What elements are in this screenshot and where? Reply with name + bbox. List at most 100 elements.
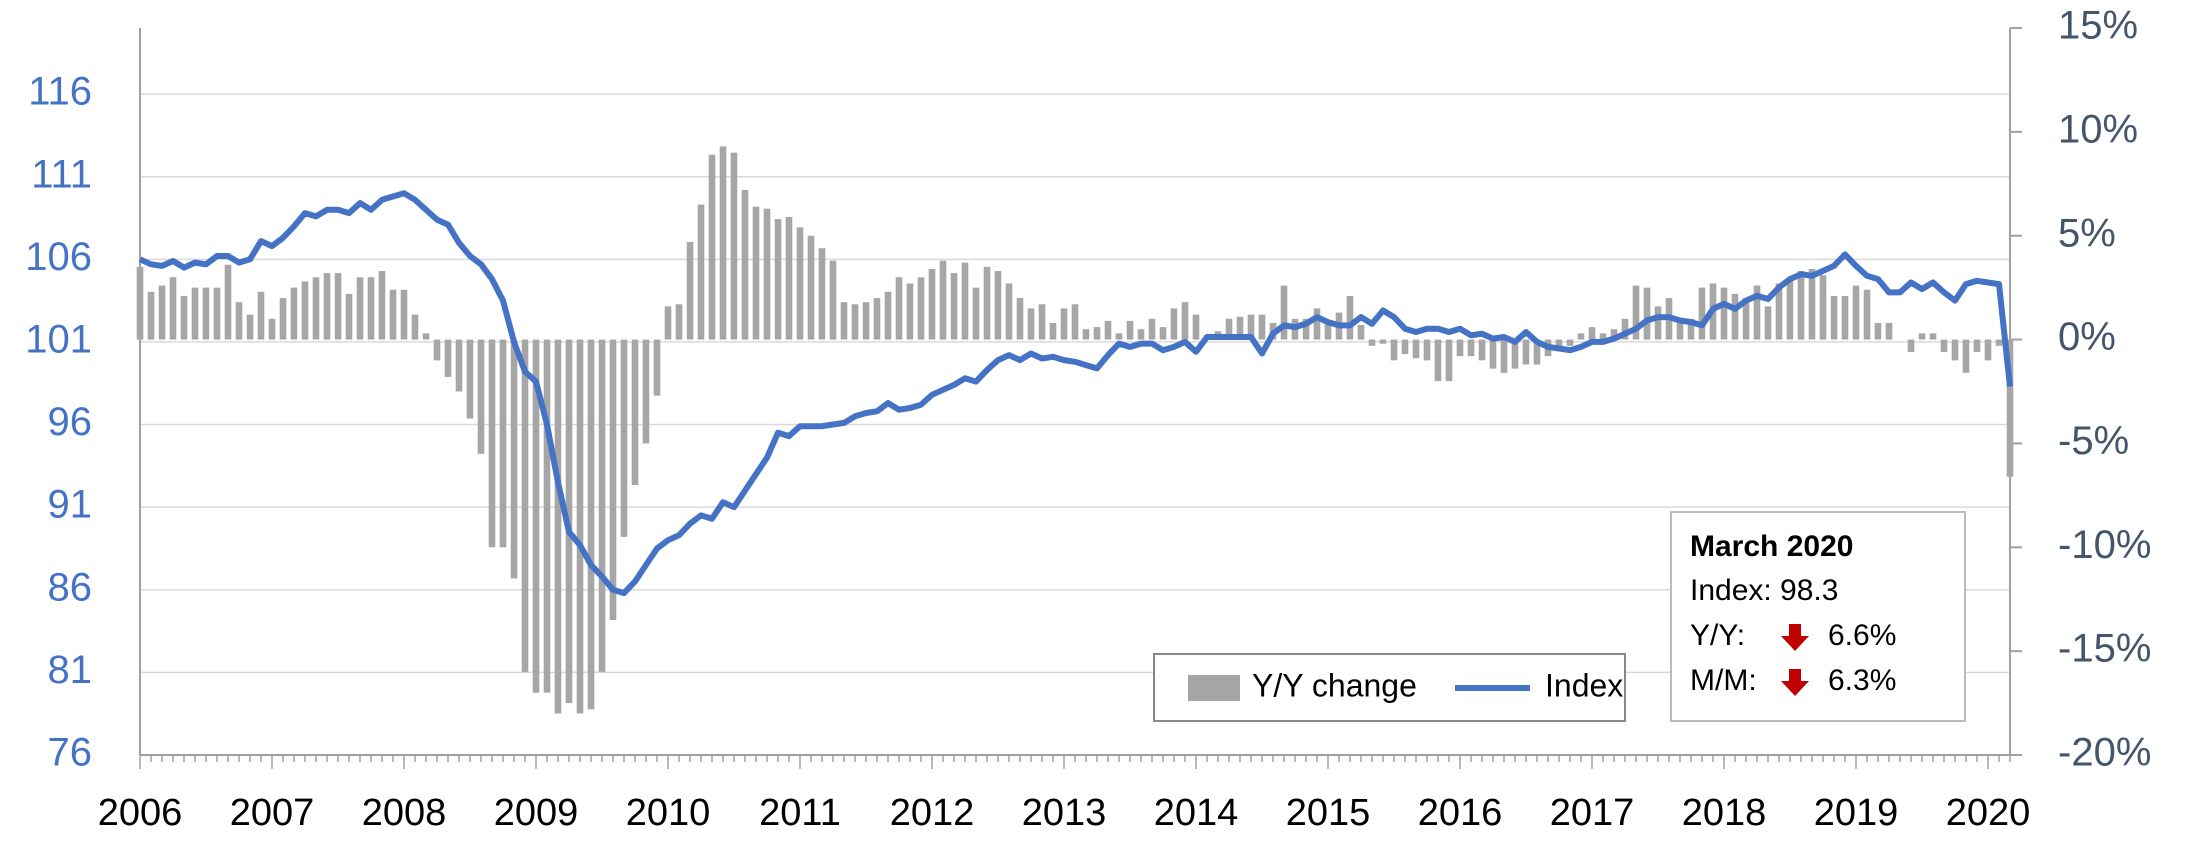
bar: [950, 273, 958, 340]
bar: [1995, 339, 2003, 346]
bar: [1368, 339, 1376, 346]
x-tick-label: 2017: [1550, 792, 1635, 834]
bar: [1500, 339, 1508, 373]
bar: [1588, 327, 1596, 340]
bar: [631, 339, 639, 485]
bar: [807, 235, 815, 340]
bar: [1137, 329, 1145, 340]
bar: [422, 333, 430, 340]
bar: [774, 219, 782, 340]
bar: [1456, 339, 1464, 357]
bar: [1577, 333, 1585, 340]
bar: [983, 266, 991, 340]
bar: [169, 277, 177, 340]
x-tick-label: 2012: [890, 792, 975, 834]
y-tick-label: 116: [28, 70, 92, 114]
x-tick-label: 2014: [1154, 792, 1239, 834]
bar: [1720, 287, 1728, 340]
bar: [818, 248, 826, 340]
y-tick-label: 111: [31, 152, 92, 196]
bar: [1698, 287, 1706, 340]
bar: [686, 241, 694, 340]
bar: [213, 287, 221, 340]
bar: [1786, 281, 1794, 340]
y-tick-label: 101: [25, 317, 92, 361]
bar: [356, 277, 364, 340]
bar: [1753, 285, 1761, 340]
y-tick-label: 86: [48, 565, 93, 609]
bar: [1885, 322, 1893, 340]
bar: [1621, 318, 1629, 340]
bar: [268, 318, 276, 340]
annotation-yy-value: 6.6%: [1828, 619, 1896, 652]
bar: [1313, 308, 1321, 340]
x-tick-label: 2008: [362, 792, 447, 834]
bar: [202, 287, 210, 340]
bar: [521, 339, 529, 672]
bar: [158, 285, 166, 340]
bar: [752, 206, 760, 340]
bar: [862, 302, 870, 340]
bar: [1808, 268, 1816, 340]
bar: [1830, 295, 1838, 340]
bar: [675, 304, 683, 340]
bar: [1390, 339, 1398, 361]
y2-tick-label: 10%: [2058, 107, 2138, 151]
x-tick-label: 2011: [759, 792, 841, 834]
bar: [939, 260, 947, 340]
bar: [796, 227, 804, 340]
x-tick-label: 2020: [1946, 792, 2031, 834]
bar: [1401, 339, 1409, 355]
bar: [1775, 283, 1783, 340]
bar: [1016, 298, 1024, 340]
bar: [730, 152, 738, 340]
bar: [136, 266, 144, 340]
bar: [510, 339, 518, 579]
bar: [1962, 339, 1970, 373]
bar: [1170, 308, 1178, 340]
bar: [1027, 308, 1035, 340]
bar: [257, 291, 265, 340]
bar: [1357, 325, 1365, 340]
bar: [1797, 271, 1805, 340]
x-tick-label: 2018: [1682, 792, 1767, 834]
x-tick-label: 2007: [230, 792, 315, 834]
bar: [312, 277, 320, 340]
bar: [180, 295, 188, 340]
bar: [1324, 322, 1332, 340]
bar: [1566, 339, 1574, 346]
bar: [1346, 295, 1354, 340]
bar: [1478, 339, 1486, 361]
annotation: March 2020 Index: 98.3 Y/Y: 6.6% M/M: 6.…: [1670, 511, 1966, 722]
y-tick-label: 76: [48, 731, 93, 775]
bar: [1764, 306, 1772, 340]
x-tick-label: 2009: [494, 792, 579, 834]
bar: [554, 339, 562, 714]
bar: [1236, 316, 1244, 340]
bar: [433, 339, 441, 361]
bar: [1643, 287, 1651, 340]
y-tick-label: 106: [25, 235, 92, 279]
bar: [642, 339, 650, 444]
bar: [1819, 275, 1827, 340]
bar: [917, 277, 925, 340]
bar: [1280, 285, 1288, 340]
bar: [1940, 339, 1948, 353]
bar: [620, 339, 628, 537]
bar: [1984, 339, 1992, 361]
legend-swatch: [1188, 675, 1240, 701]
bar: [1126, 320, 1134, 340]
bar: [708, 154, 716, 340]
bar: [1599, 333, 1607, 340]
bar: [1522, 339, 1530, 365]
bar: [1610, 329, 1618, 340]
bar: [697, 204, 705, 340]
bar: [499, 339, 507, 548]
bar: [994, 271, 1002, 340]
bar: [345, 293, 353, 340]
bar: [477, 339, 485, 454]
legend-label: Index: [1545, 667, 1623, 703]
bar: [587, 339, 595, 710]
bar: [1973, 339, 1981, 353]
bar: [1049, 322, 1057, 340]
